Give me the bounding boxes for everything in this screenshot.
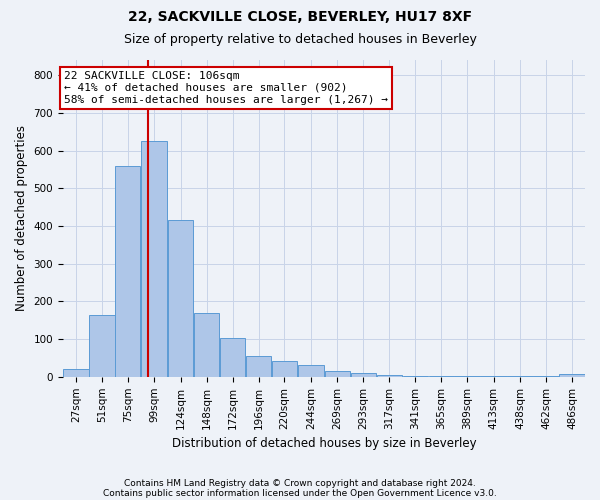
Bar <box>194 312 220 377</box>
Bar <box>89 314 115 377</box>
Bar <box>298 365 324 377</box>
Bar <box>272 361 297 377</box>
Text: 22 SACKVILLE CLOSE: 106sqm
← 41% of detached houses are smaller (902)
58% of sem: 22 SACKVILLE CLOSE: 106sqm ← 41% of deta… <box>64 72 388 104</box>
Bar <box>246 356 271 377</box>
Text: Size of property relative to detached houses in Beverley: Size of property relative to detached ho… <box>124 32 476 46</box>
Text: Contains HM Land Registry data © Crown copyright and database right 2024.: Contains HM Land Registry data © Crown c… <box>124 478 476 488</box>
Bar <box>377 375 402 377</box>
Y-axis label: Number of detached properties: Number of detached properties <box>15 126 28 312</box>
Bar <box>403 376 428 377</box>
Bar <box>325 371 350 377</box>
Bar <box>350 373 376 377</box>
Bar <box>63 370 89 377</box>
Bar <box>559 374 585 377</box>
X-axis label: Distribution of detached houses by size in Beverley: Distribution of detached houses by size … <box>172 437 476 450</box>
Bar <box>141 141 167 377</box>
Text: 22, SACKVILLE CLOSE, BEVERLEY, HU17 8XF: 22, SACKVILLE CLOSE, BEVERLEY, HU17 8XF <box>128 10 472 24</box>
Bar <box>428 376 454 377</box>
Bar <box>168 220 193 377</box>
Bar <box>220 338 245 377</box>
Bar <box>115 166 140 377</box>
Text: Contains public sector information licensed under the Open Government Licence v3: Contains public sector information licen… <box>103 488 497 498</box>
